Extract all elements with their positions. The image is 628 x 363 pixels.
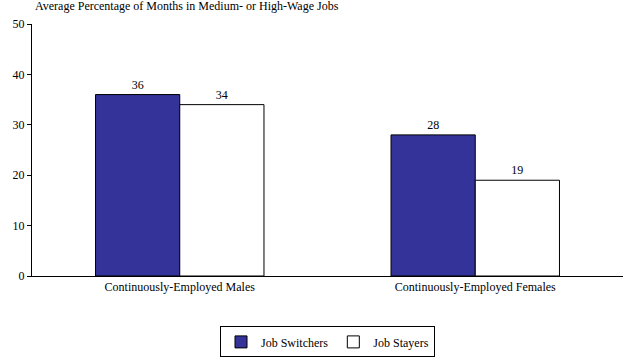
svg-text:Job Switchers: Job Switchers xyxy=(261,336,328,350)
svg-text:0: 0 xyxy=(19,269,25,283)
svg-text:Continuously-Employed Males: Continuously-Employed Males xyxy=(105,280,256,294)
svg-text:36: 36 xyxy=(132,78,144,92)
svg-text:20: 20 xyxy=(13,168,25,182)
svg-text:30: 30 xyxy=(13,118,25,132)
svg-text:Continuously-Employed Females: Continuously-Employed Females xyxy=(395,280,556,294)
svg-text:19: 19 xyxy=(511,163,523,177)
svg-text:28: 28 xyxy=(427,118,439,132)
svg-text:34: 34 xyxy=(216,88,228,102)
svg-text:40: 40 xyxy=(13,68,25,82)
svg-text:50: 50 xyxy=(13,17,25,31)
svg-text:Average Percentage of Months i: Average Percentage of Months in Medium- … xyxy=(35,0,339,13)
svg-text:10: 10 xyxy=(13,219,25,233)
svg-text:Job Stayers: Job Stayers xyxy=(373,336,428,350)
